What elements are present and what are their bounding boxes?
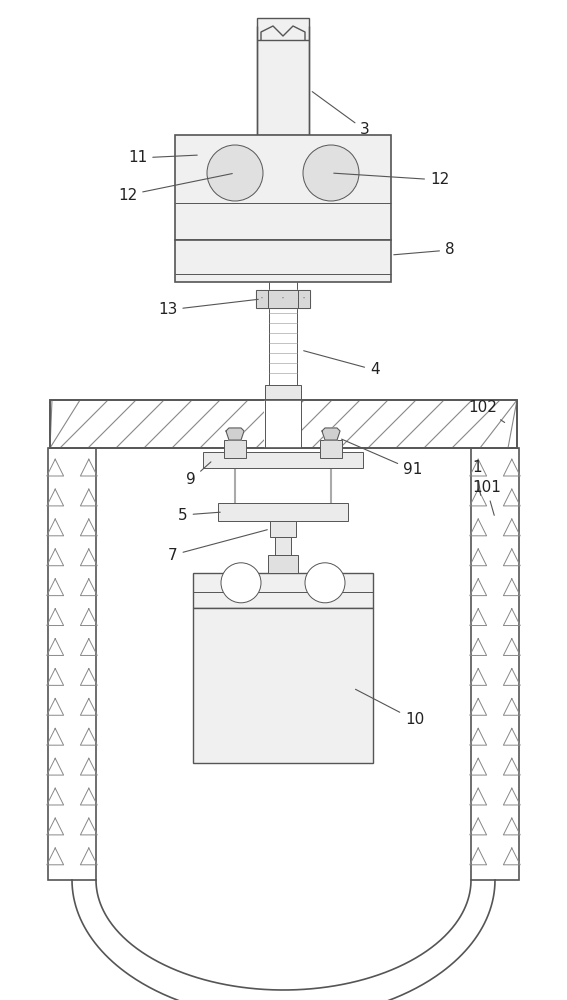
Circle shape xyxy=(328,170,334,176)
Text: 102: 102 xyxy=(468,400,505,422)
Text: 5: 5 xyxy=(178,508,220,522)
Text: 12: 12 xyxy=(118,174,232,202)
Bar xyxy=(471,448,519,880)
Bar xyxy=(275,537,291,555)
Text: 3: 3 xyxy=(312,92,370,137)
Bar xyxy=(256,290,310,308)
Bar xyxy=(257,18,309,135)
Circle shape xyxy=(218,156,252,190)
Polygon shape xyxy=(322,428,340,440)
Bar xyxy=(193,608,373,763)
Circle shape xyxy=(221,563,261,603)
Text: 8: 8 xyxy=(393,242,455,257)
Bar xyxy=(203,452,363,468)
Text: 4: 4 xyxy=(304,351,380,377)
Text: 91: 91 xyxy=(341,439,422,478)
Circle shape xyxy=(232,170,238,176)
Bar xyxy=(265,385,301,403)
Text: 101: 101 xyxy=(472,481,501,515)
Bar xyxy=(175,135,391,240)
Polygon shape xyxy=(256,290,310,308)
Circle shape xyxy=(305,563,345,603)
Bar xyxy=(264,400,302,448)
Bar xyxy=(193,573,373,608)
Circle shape xyxy=(207,145,263,201)
Bar xyxy=(50,400,517,448)
Bar xyxy=(218,503,348,521)
Text: 11: 11 xyxy=(128,150,197,165)
Bar xyxy=(268,555,298,573)
Bar xyxy=(48,448,96,880)
Bar xyxy=(224,440,246,458)
Text: 10: 10 xyxy=(356,689,424,728)
Circle shape xyxy=(314,156,348,190)
Text: 9: 9 xyxy=(186,462,211,488)
Bar xyxy=(320,440,342,458)
Polygon shape xyxy=(226,428,244,440)
Circle shape xyxy=(323,165,339,181)
Bar xyxy=(270,521,296,537)
Circle shape xyxy=(303,145,359,201)
Text: 12: 12 xyxy=(334,172,449,188)
Text: 7: 7 xyxy=(168,530,267,562)
Text: 13: 13 xyxy=(158,299,258,318)
Circle shape xyxy=(227,165,243,181)
Bar xyxy=(175,240,391,282)
Bar xyxy=(50,400,517,448)
Text: 1: 1 xyxy=(472,460,481,495)
